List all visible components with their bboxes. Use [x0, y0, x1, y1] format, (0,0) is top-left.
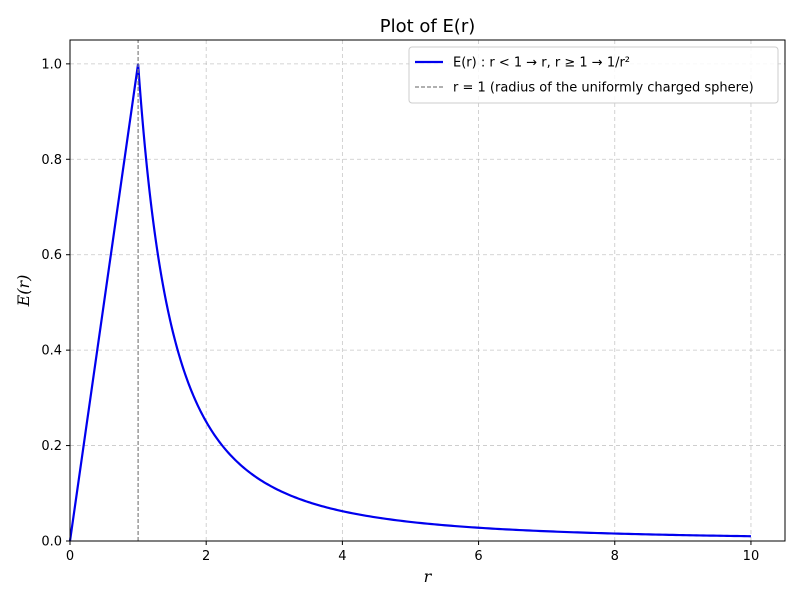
- y-tick-label: 0.4: [41, 344, 62, 359]
- legend-label: r = 1 (radius of the uniformly charged s…: [453, 81, 754, 96]
- legend-box: [408, 46, 779, 104]
- x-tick-label: 2: [202, 549, 210, 564]
- plot-frame: [69, 39, 786, 542]
- y-tick-label: 0.6: [41, 248, 62, 263]
- y-tick-label: 0.0: [41, 535, 62, 550]
- legend-label: E(r) : r < 1 → r, r ≥ 1 → 1/r²: [453, 56, 630, 71]
- x-tick-label: 10: [743, 549, 760, 564]
- x-tick-label: 0: [66, 549, 74, 564]
- x-axis-title: r: [424, 567, 433, 586]
- y-tick-label: 0.8: [41, 153, 62, 168]
- legend: E(r) : r < 1 → r, r ≥ 1 → 1/r² r = 1 (rad…: [408, 46, 779, 104]
- plot-lines: [68, 40, 751, 542]
- y-tick-label: 1.0: [41, 57, 62, 72]
- x-tick-label: 8: [611, 549, 619, 564]
- axis-ticks: 0 2 4 6 8 10 0.0 0.2 0.4 0.6 0.8 1.0: [41, 57, 759, 564]
- y-axis-title: E(r): [14, 275, 33, 308]
- x-tick-label: 4: [338, 549, 346, 564]
- y-tick-label: 0.2: [41, 439, 62, 454]
- series-line-e-of-r: [68, 63, 751, 542]
- chart-title: Plot of E(r): [380, 16, 476, 37]
- x-tick-label: 6: [474, 549, 482, 564]
